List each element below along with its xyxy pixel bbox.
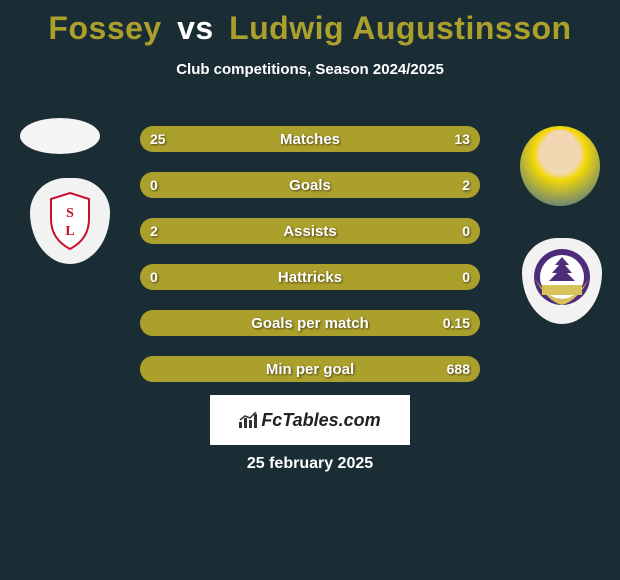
stat-label: Goals per match [140,310,480,336]
stat-row: Assists2 0 [140,218,480,244]
player-right-club-badge [522,238,602,324]
subtitle: Club competitions, Season 2024/2025 [0,61,620,78]
stat-value-right: 688 [447,356,470,382]
brand-logo-text: FcTables.com [261,410,380,430]
stat-label: Matches [140,126,480,152]
brand-logo: FcTables.com [239,410,380,431]
player-left-club-badge: S L [30,178,110,264]
stat-value-right: 2 [462,172,470,198]
stat-row: Matches25 13 [140,126,480,152]
stat-label: Goals [140,172,480,198]
stat-label: Assists [140,218,480,244]
stat-row: Hattricks0 0 [140,264,480,290]
main-title: Fossey vs Ludwig Augustinsson [0,0,620,47]
stat-value-left: 0 [150,264,158,290]
stat-row: Goals per match0.15 [140,310,480,336]
svg-text:S: S [66,206,74,221]
player-right-avatar [520,126,600,206]
stat-value-left: 2 [150,218,158,244]
stat-row: Goals0 2 [140,172,480,198]
stat-value-right: 0 [462,264,470,290]
stat-value-right: 0 [462,218,470,244]
stat-value-right: 0.15 [443,310,470,336]
stat-label: Hattricks [140,264,480,290]
stat-value-right: 13 [454,126,470,152]
svg-text:L: L [65,224,74,239]
player-left-avatar [20,118,100,154]
title-left-name: Fossey [48,10,161,46]
logo-box: FcTables.com [210,395,410,445]
title-vs: vs [177,10,214,46]
chart-icon [239,412,259,428]
stat-value-left: 25 [150,126,166,152]
title-right-name: Ludwig Augustinsson [229,10,572,46]
stat-label: Min per goal [140,356,480,382]
stat-row: Min per goal688 [140,356,480,382]
date-label: 25 february 2025 [0,455,620,473]
stat-value-left: 0 [150,172,158,198]
stats-bars: Matches2513Goals02Assists20Hattricks00Go… [140,126,480,402]
